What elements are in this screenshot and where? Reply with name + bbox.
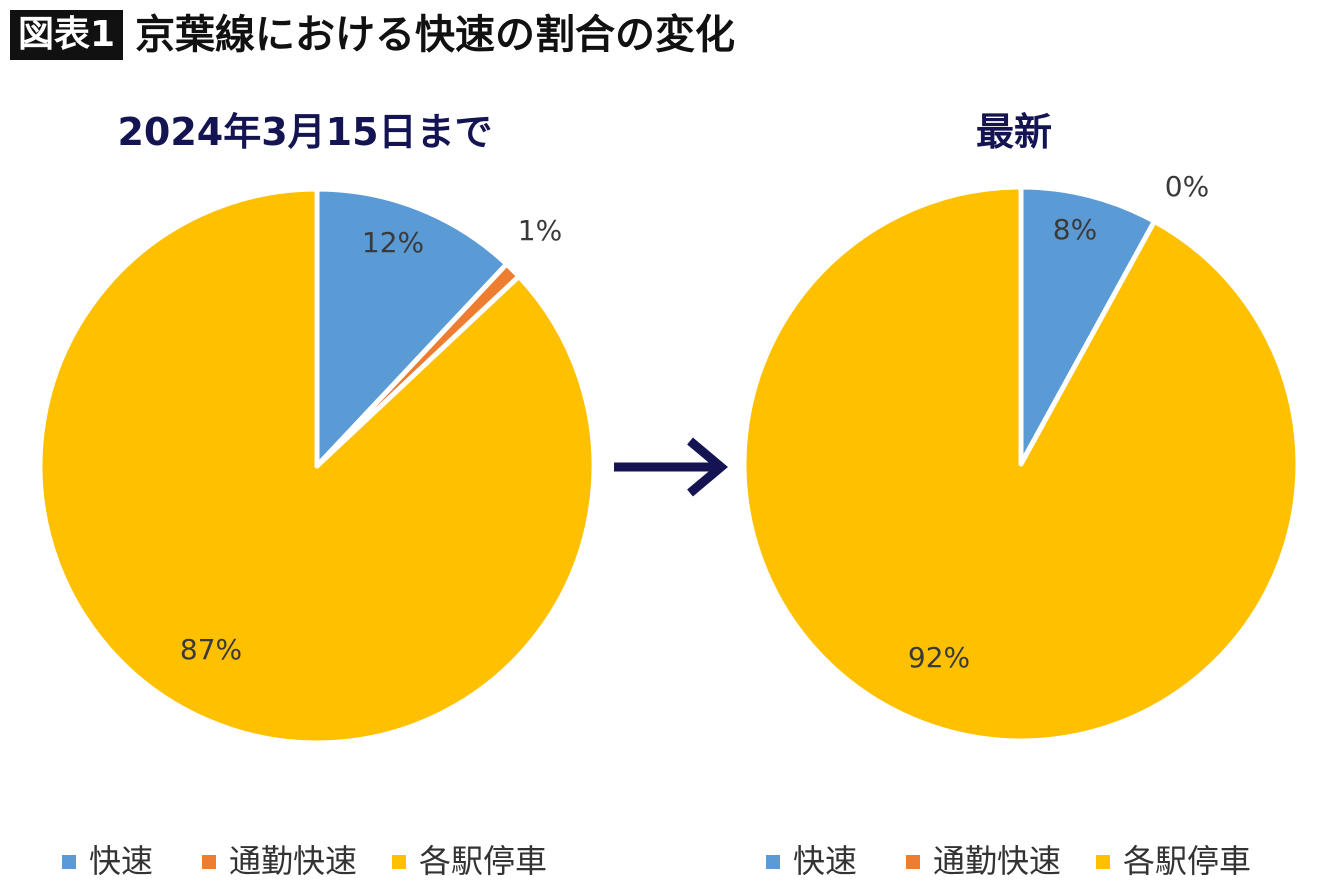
chart-title-before: 2024年3月15日まで (117, 110, 492, 154)
pie-slice-before-2 (37, 186, 597, 746)
data-label-before-2: 87% (180, 633, 242, 666)
figure-number-badge: 図表1 (10, 10, 124, 60)
figure-header: 図表1 京葉線における快速の割合の変化 (10, 8, 735, 62)
pie-slices-before (37, 186, 597, 746)
data-label-before-1: 1% (518, 214, 562, 247)
data-label-latest-1: 0% (1165, 170, 1209, 203)
legend-label-before-0: 快速 (89, 842, 153, 880)
pie-slice-latest-0 (1018, 184, 1157, 467)
legend-label-latest-2: 各駅停車 (1123, 842, 1251, 880)
legend-latest: 快速 通勤快速 各駅停車 (766, 842, 1251, 880)
pie-labels-before: 12% 1% 87% (180, 214, 562, 666)
pie-chart-before: 2024年3月15日まで 12% 1% 87% (37, 110, 597, 746)
data-label-latest-0: 8% (1053, 213, 1097, 246)
legend-label-before-2: 各駅停車 (419, 842, 547, 880)
page-title: 京葉線における快速の割合の変化 (135, 12, 736, 58)
data-label-latest-2: 92% (908, 641, 970, 674)
chart-title-latest: 最新 (976, 110, 1052, 154)
legend-swatch-before-1 (202, 855, 216, 869)
legend-swatch-latest-1 (906, 855, 920, 869)
legend-label-latest-1: 通勤快速 (933, 842, 1061, 880)
legend-swatch-before-2 (392, 855, 406, 869)
pie-labels-latest: 8% 0% 92% (908, 170, 1209, 674)
legend-label-latest-0: 快速 (793, 842, 857, 880)
legend-swatch-latest-2 (1096, 855, 1110, 869)
legend-swatch-before-0 (62, 855, 76, 869)
legend-before: 快速 通勤快速 各駅停車 (62, 842, 547, 880)
transition-arrow-icon (614, 437, 729, 497)
legend-swatch-latest-0 (766, 855, 780, 869)
legend-label-before-1: 通勤快速 (229, 842, 357, 880)
data-label-before-0: 12% (362, 226, 424, 259)
pie-slice-latest-2 (741, 184, 1301, 744)
pie-chart-latest: 最新 8% 0% 92% (741, 110, 1301, 744)
pie-slice-before-0 (314, 186, 510, 469)
pie-slices-latest (741, 184, 1301, 744)
